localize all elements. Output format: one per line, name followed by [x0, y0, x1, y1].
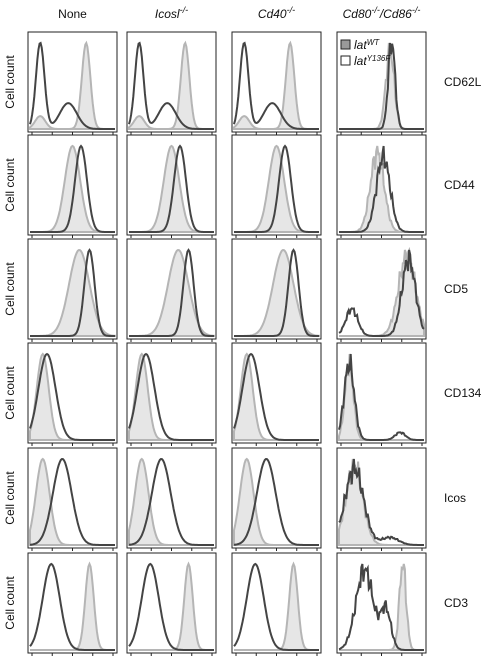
y-axis-label: Cell count: [3, 55, 17, 109]
y-axis-label: Cell count: [3, 262, 17, 316]
column-header: Cd80-/-/Cd86-/-: [343, 5, 421, 21]
column-header: None: [58, 7, 87, 21]
histogram-wt: [30, 144, 115, 233]
column-header: Cd40-/-: [258, 5, 295, 21]
histogram-mutant: [129, 248, 214, 337]
histogram-wt: [30, 248, 116, 337]
y-axis-label: Cell count: [3, 576, 17, 630]
histogram-wt: [234, 561, 319, 651]
histogram-wt: [30, 561, 115, 651]
histogram-mutant: [129, 144, 214, 233]
row-label: CD134: [444, 386, 482, 400]
histogram-wt: [129, 248, 215, 337]
row-label: CD5: [444, 282, 468, 296]
legend-text: lat: [354, 54, 367, 68]
header-text: Cd40: [258, 7, 287, 21]
row-label: Icos: [444, 491, 466, 505]
header-text: None: [58, 7, 87, 21]
y-axis-label: Cell count: [3, 158, 17, 212]
legend-swatch: [340, 39, 351, 50]
y-axis-label: Cell count: [3, 366, 17, 420]
histogram-mutant: [29, 352, 115, 441]
histogram-mutant: [233, 562, 319, 651]
histogram-mutant: [338, 563, 424, 651]
histogram-mutant: [29, 41, 115, 130]
histogram-mutant: [128, 457, 214, 546]
header-text: /Cd86: [379, 7, 412, 21]
histogram-mutant: [234, 144, 319, 233]
row-label: CD3: [444, 596, 468, 610]
histogram-wt: [129, 144, 214, 233]
legend-label: latWT: [354, 38, 380, 53]
legend-label: latY136F: [354, 54, 391, 69]
histogram-mutant: [338, 458, 424, 546]
histogram-mutant: [29, 562, 115, 651]
panel-frame: [336, 552, 427, 654]
histogram-wt: [129, 561, 214, 651]
column-header: Icosl-/-: [155, 5, 188, 21]
histogram-mutant: [338, 353, 424, 441]
histogram-mutant: [233, 457, 319, 546]
histogram-mutant: [339, 145, 424, 233]
superscript: -/-: [412, 5, 421, 15]
header-text: Icosl: [155, 7, 180, 21]
histogram-mutant: [30, 248, 115, 337]
histogram-wt: [234, 248, 320, 337]
row-label: CD62L: [444, 75, 482, 89]
row-label: CD44: [444, 178, 475, 192]
histogram-mutant: [29, 457, 115, 546]
histogram-mutant: [338, 249, 425, 337]
histogram-wt: [339, 563, 424, 651]
superscript: Y136F: [367, 54, 392, 63]
histogram-mutant: [233, 41, 319, 130]
histogram-mutant: [128, 41, 214, 130]
histogram-mutant: [128, 562, 214, 651]
superscript: -/-: [180, 5, 189, 15]
superscript: -/-: [287, 5, 296, 15]
histogram-mutant: [339, 42, 424, 130]
superscript: WT: [367, 38, 381, 47]
histogram-mutant: [30, 144, 115, 233]
histogram-mutant: [128, 352, 214, 441]
histogram-wt: [234, 144, 319, 233]
histogram-mutant: [233, 352, 319, 441]
histogram-mutant: [234, 248, 319, 337]
header-text: Cd80: [343, 7, 372, 21]
legend-text: lat: [354, 38, 367, 52]
superscript: -/-: [371, 5, 380, 15]
legend-swatch: [340, 55, 351, 66]
y-axis-label: Cell count: [3, 471, 17, 525]
